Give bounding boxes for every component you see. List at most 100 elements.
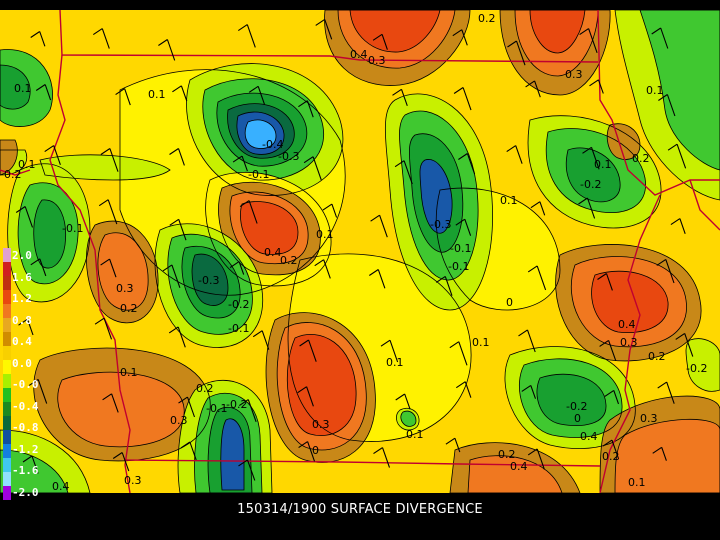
contour-line [349,10,441,53]
contour-label: 0.2 [120,302,138,315]
contour-label: 0.2 [4,168,22,181]
contour-label: 0.1 [594,158,612,171]
wind-barb [168,326,186,348]
contour-line [218,181,321,276]
wind-barb [455,381,472,398]
contour-label: 0.1 [18,158,36,171]
wind-barb [604,389,620,405]
region-green-dark [566,147,621,202]
wind-barb [30,31,46,47]
wind-barb [506,145,523,164]
contour-label: -0.1 [228,322,249,335]
wind-barb [582,146,600,170]
contour-value-labels: 0.10.4 0.30.20.30.1-0.4-0.30.10.20.1-0.1-… [4,12,707,493]
wind-barb [651,27,669,49]
wind-barb [15,206,34,228]
region-red [287,334,357,436]
wind-barb [368,269,386,289]
wind-barb [248,85,266,105]
legend-swatch [3,318,11,332]
wind-barb [169,148,185,166]
contour-line [205,172,332,287]
contour-label: 0.2 [196,382,214,395]
wind-barb [314,259,331,279]
contour-label: 0.1 [406,428,424,441]
region-red [530,10,585,53]
region-green-dark [536,374,607,426]
wind-barb [667,143,687,169]
wind-barb [521,384,537,399]
wind-barb [169,218,187,241]
wind-barb [372,33,388,50]
wind-barb [98,199,118,225]
contour-label: 0.2 [280,254,298,267]
contour-line [286,334,357,436]
contour-line [408,133,464,253]
wind-barb [656,258,675,284]
contour-label: -0.1 [62,222,83,235]
contour-line [545,128,646,214]
wind-barb [658,94,676,117]
color-scale-legend: 2.0 1.6 1.2 0.8 0.4 0.0 -0.0 -0.4 -0.8 -1.2 -1.6 -2… [0,240,44,512]
legend-swatch [3,402,11,416]
contour-label: -0.1 [248,168,269,181]
region-blue [419,159,453,234]
wind-barb [299,339,317,362]
legend-label: 0.0 [12,356,32,370]
boundary-right-small [689,179,720,231]
contour-label: -0.1 [206,402,227,415]
contour-label: 0.3 [124,474,142,487]
legend-swatch [3,346,11,360]
contour-line [191,253,229,306]
wind-barb [94,317,113,340]
contour-line [324,10,471,86]
contour-label: 0.1 [316,228,334,241]
contour-label: 0.1 [628,476,646,489]
wind-barb [445,437,461,453]
contour-line [467,455,563,493]
contour-line [0,429,91,493]
region-lightgreen [40,154,170,180]
boundary-right-vertical [599,194,661,493]
region-green-deep [192,254,228,306]
contour-label: 0.1 [386,356,404,369]
wind-barb [237,24,256,48]
contour-label: 0.3 [170,414,188,427]
contour-label: -0.3 [278,150,299,163]
contour-line [86,220,159,324]
contour-line [7,163,91,303]
contour-label: 0.3 [640,412,658,425]
region-green-dark [0,65,31,110]
wind-barb [527,448,545,470]
wind-barb [100,258,117,278]
contour-line [265,312,376,463]
contour-line [207,406,253,493]
contour-label: 0.2 [498,448,516,461]
wind-barb [30,258,47,277]
contour-line [384,93,493,311]
map-caption: 150314/1900 SURFACE DIVERGENCE [237,502,483,517]
contour-label: 0.2 [632,152,650,165]
wind-barb [455,218,472,236]
region-orange [0,140,18,175]
contour-line [227,103,295,159]
legend-swatch [3,248,11,262]
contour-line [181,246,241,319]
wind-barb [112,452,130,472]
wind-barb [92,28,110,49]
contour-label: 0.3 [565,68,583,81]
legend-swatch [3,304,11,318]
contour-line [337,10,456,69]
contour-line [399,110,479,281]
legend-swatch [3,360,11,374]
contour-label: -0.3 [430,218,451,231]
wind-barb [675,332,694,357]
wind-barb [252,330,270,350]
region-lightblue [245,119,276,149]
legend-label: 0.8 [12,313,32,327]
wind-barb [657,381,675,404]
region-green [400,411,416,427]
wind-barb [115,88,131,106]
contour-label: -0.3 [198,274,219,287]
wind-barb [435,275,453,296]
